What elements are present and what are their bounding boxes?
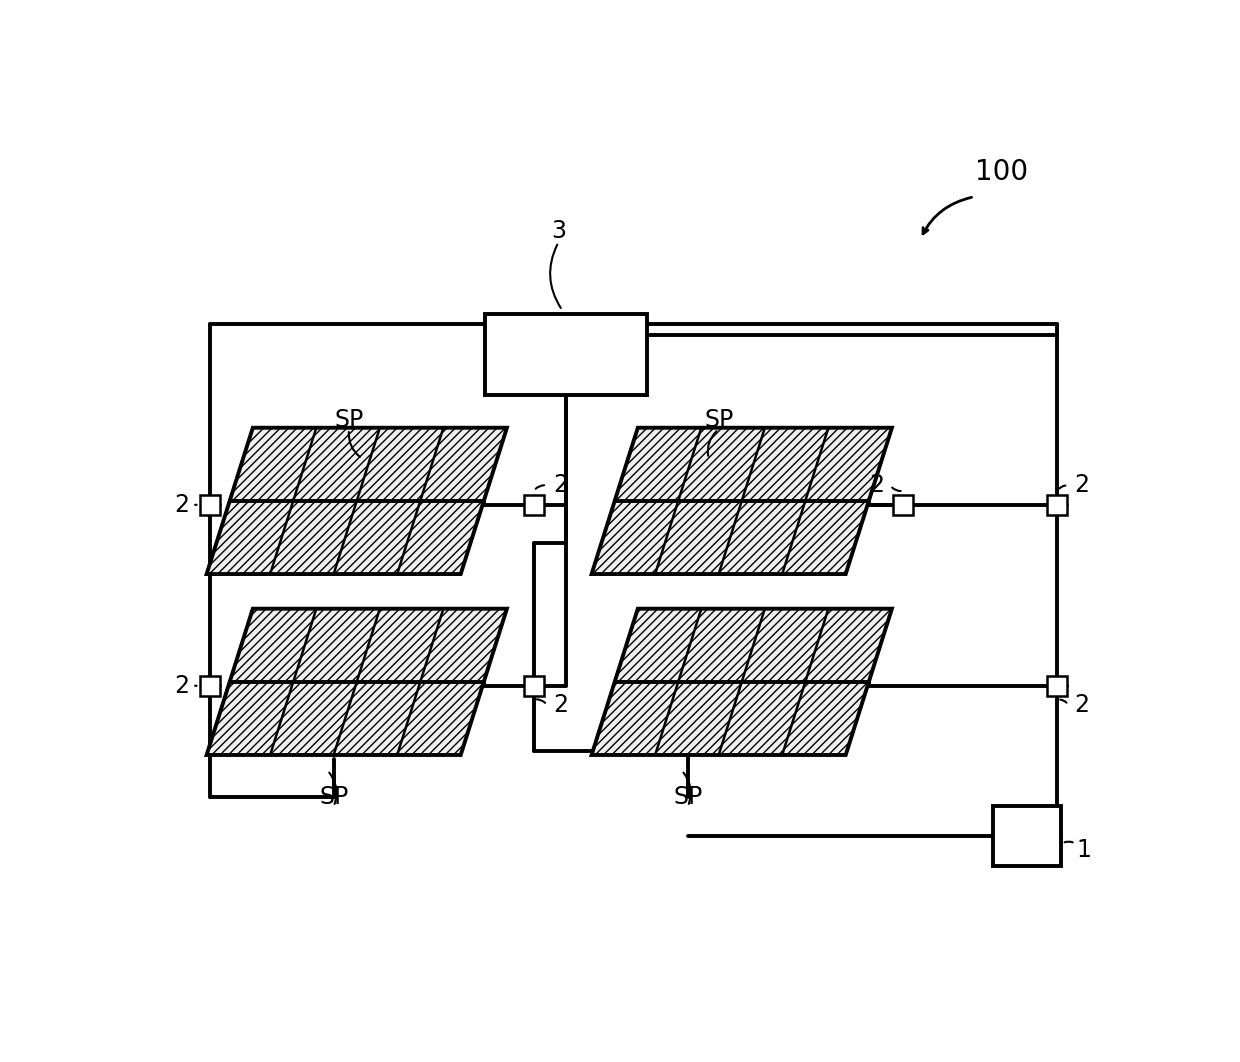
Bar [1048,675,1068,696]
Text: 2: 2 [553,474,568,497]
Text: 1: 1 [1076,838,1091,861]
Polygon shape [591,609,892,755]
Bar [1048,495,1068,515]
Bar [485,314,647,395]
Text: 2: 2 [174,493,188,517]
Bar [523,675,544,696]
Text: 2: 2 [553,692,568,717]
Text: 2: 2 [1074,692,1090,717]
Text: SP: SP [335,408,363,432]
Text: SP: SP [673,785,703,809]
Polygon shape [207,428,507,575]
Bar [201,675,221,696]
Polygon shape [591,428,892,575]
Bar [993,806,1060,866]
Text: SP: SP [704,408,733,432]
Bar [894,495,914,515]
Bar [523,495,544,515]
Polygon shape [207,609,507,755]
Text: 2: 2 [1074,474,1090,497]
Bar [201,495,221,515]
Text: 2: 2 [174,673,188,698]
Text: 3: 3 [551,220,565,243]
Text: SP: SP [319,785,348,809]
Text: 2: 2 [869,474,884,497]
Text: 100: 100 [975,158,1028,186]
